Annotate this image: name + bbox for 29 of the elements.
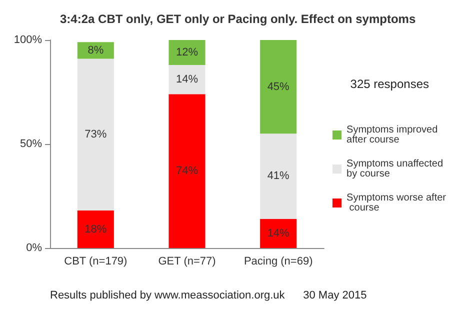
y-tick-label: 0% — [26, 242, 42, 254]
data-label: 45% — [267, 80, 290, 93]
data-label: 41% — [267, 170, 290, 182]
bar — [168, 40, 206, 65]
x-tick-label: CBT (n=179) — [64, 256, 128, 268]
data-label: 12% — [176, 46, 198, 58]
bar — [260, 40, 297, 134]
data-label: 14% — [176, 74, 198, 86]
y-tick-label: 50% — [20, 138, 42, 150]
data-label: 74% — [176, 165, 198, 178]
bar — [260, 134, 297, 219]
data-label: 8% — [88, 44, 104, 56]
data-label: 18% — [84, 223, 107, 236]
bar — [260, 218, 297, 248]
data-label: 14% — [267, 227, 290, 240]
chart-title: 3:4:2a CBT only, GET only or Pacing only. Effect on symptoms — [60, 12, 416, 26]
data-label: 73% — [84, 128, 107, 141]
legend-label: Symptoms worse after course — [346, 192, 447, 214]
x-tick-label: Pacing (n=69) — [244, 256, 313, 268]
legend-label: Symptoms unaffected by course — [346, 158, 446, 180]
x-tick-label: GET (n=77) — [158, 256, 216, 268]
bar — [168, 64, 206, 94]
text: 325 responses — [350, 77, 430, 91]
legend-label: Symptoms improved after course — [346, 124, 440, 146]
text: Results published by www.meassociation.org.uk 30 May 2015 — [50, 290, 367, 302]
y-tick-label: 100% — [14, 34, 42, 46]
bar — [77, 210, 114, 248]
bar — [77, 58, 114, 211]
bar — [168, 94, 206, 248]
